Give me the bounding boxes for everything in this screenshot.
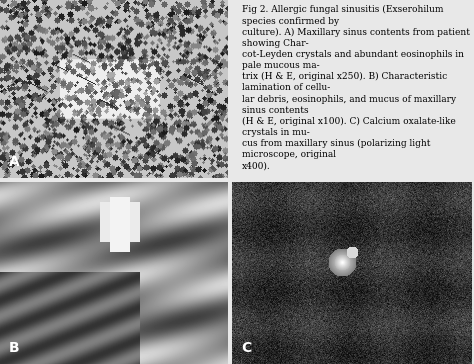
Text: C: C — [242, 341, 252, 355]
Text: A: A — [9, 155, 20, 169]
Text: Fig 2. Allergic fungal sinusitis (Exserohilum species confirmed by
culture). A) : Fig 2. Allergic fungal sinusitis (Exsero… — [242, 5, 470, 170]
Text: B: B — [9, 341, 20, 355]
